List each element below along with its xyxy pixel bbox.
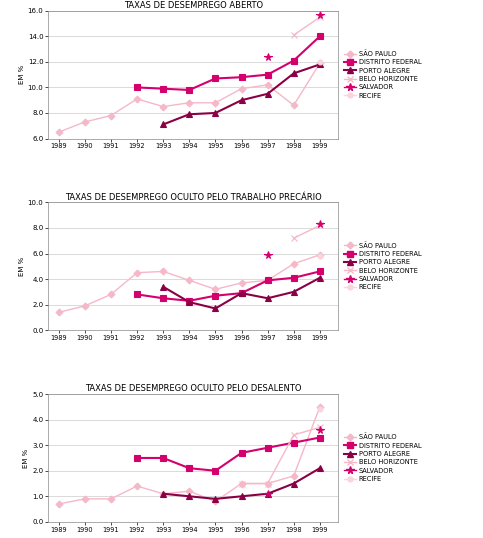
Y-axis label: EM %: EM % (23, 448, 29, 468)
Y-axis label: EM %: EM % (19, 257, 25, 276)
Title: TAXAS DE DESEMPREGO OCULTO PELO DESALENTO: TAXAS DE DESEMPREGO OCULTO PELO DESALENT… (85, 384, 301, 393)
Legend: SÃO PAULO, DISTRITO FEDERAL, PORTO ALEGRE, BELO HORIZONTE, SALVADOR, RECIFE: SÃO PAULO, DISTRITO FEDERAL, PORTO ALEGR… (344, 242, 421, 291)
Legend: SÃO PAULO, DISTRITO FEDERAL, PORTO ALEGRE, BELO HORIZONTE, SALVADOR, RECIFE: SÃO PAULO, DISTRITO FEDERAL, PORTO ALEGR… (344, 434, 421, 482)
Title: TAXAS DE DESEMPREGO OCULTO PELO TRABALHO PRECÁRIO: TAXAS DE DESEMPREGO OCULTO PELO TRABALHO… (65, 193, 322, 202)
Y-axis label: EM %: EM % (19, 65, 25, 84)
Legend: SÃO PAULO, DISTRITO FEDERAL, PORTO ALEGRE, BELO HORIZONTE, SALVADOR, RECIFE: SÃO PAULO, DISTRITO FEDERAL, PORTO ALEGR… (344, 51, 421, 99)
Title: TAXAS DE DESEMPREGO ABERTO: TAXAS DE DESEMPREGO ABERTO (124, 1, 263, 10)
